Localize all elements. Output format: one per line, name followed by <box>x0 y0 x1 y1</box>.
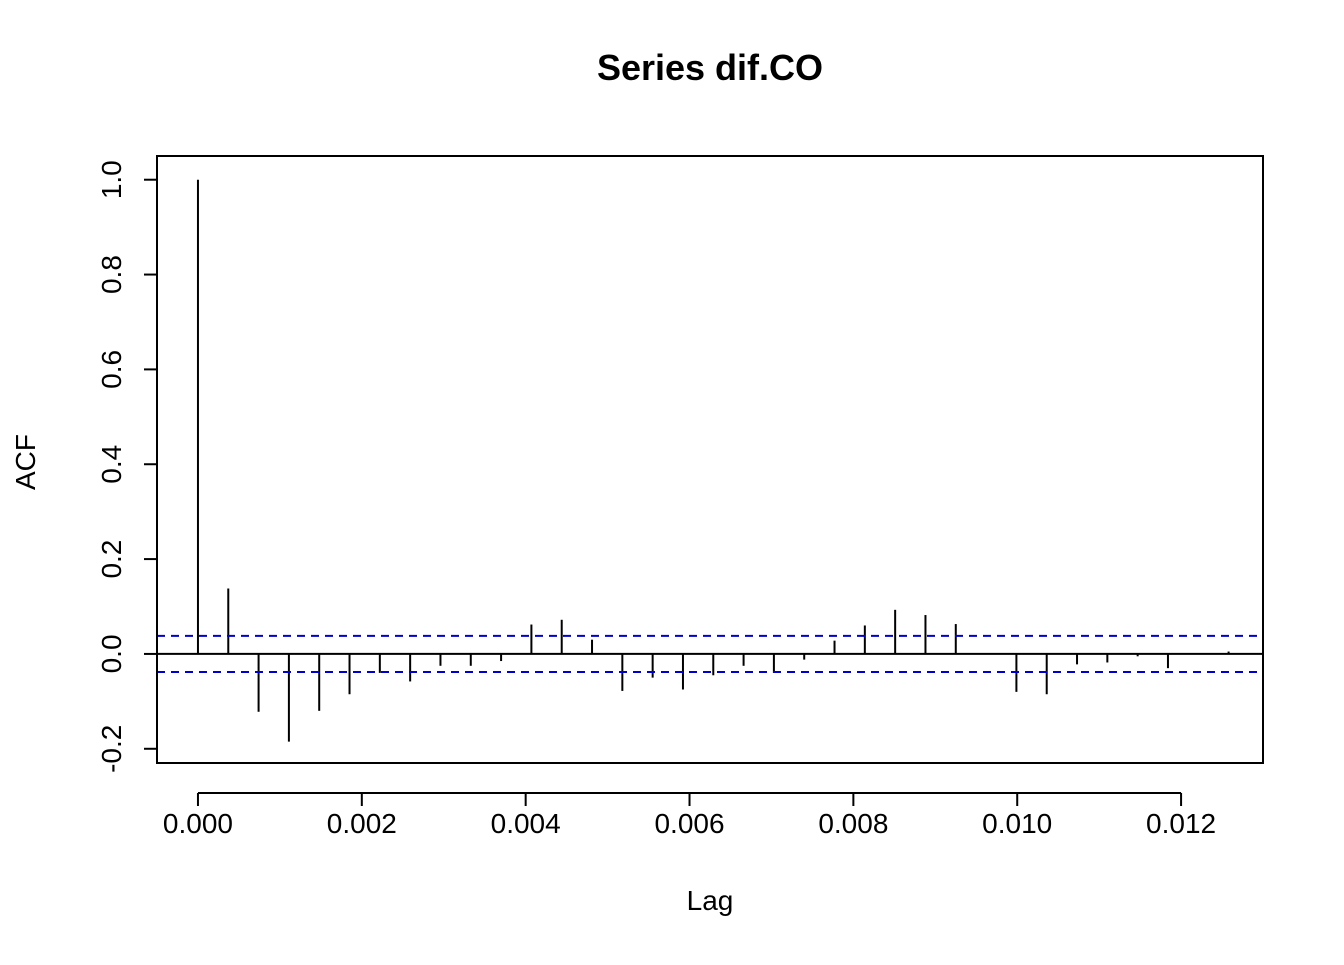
y-tick-label: 0.6 <box>96 350 127 389</box>
y-tick-label: -0.2 <box>96 725 127 773</box>
y-tick-label: 0.8 <box>96 255 127 294</box>
x-tick-label: 0.000 <box>163 808 233 839</box>
x-tick-label: 0.004 <box>491 808 561 839</box>
reference-lines <box>157 634 1263 673</box>
chart-title: Series dif.CO <box>597 47 823 88</box>
y-tick-label: 0.0 <box>96 634 127 673</box>
y-tick-label: 1.0 <box>96 160 127 199</box>
y-axis-label: ACF <box>10 434 41 490</box>
x-tick-label: 0.002 <box>327 808 397 839</box>
x-tick-label: 0.008 <box>818 808 888 839</box>
x-tick-label: 0.012 <box>1146 808 1216 839</box>
x-axis-label: Lag <box>687 885 734 916</box>
y-tick-label: 0.4 <box>96 445 127 484</box>
y-tick-label: 0.2 <box>96 540 127 579</box>
y-axis: -0.2 0.0 0.2 0.4 0.6 0.8 1.0 <box>96 160 158 773</box>
acf-bars <box>196 179 1230 742</box>
x-axis: 0.000 0.002 0.004 0.006 0.008 0.010 0.012 <box>163 792 1216 839</box>
x-tick-label: 0.010 <box>982 808 1052 839</box>
x-tick-label: 0.006 <box>654 808 724 839</box>
